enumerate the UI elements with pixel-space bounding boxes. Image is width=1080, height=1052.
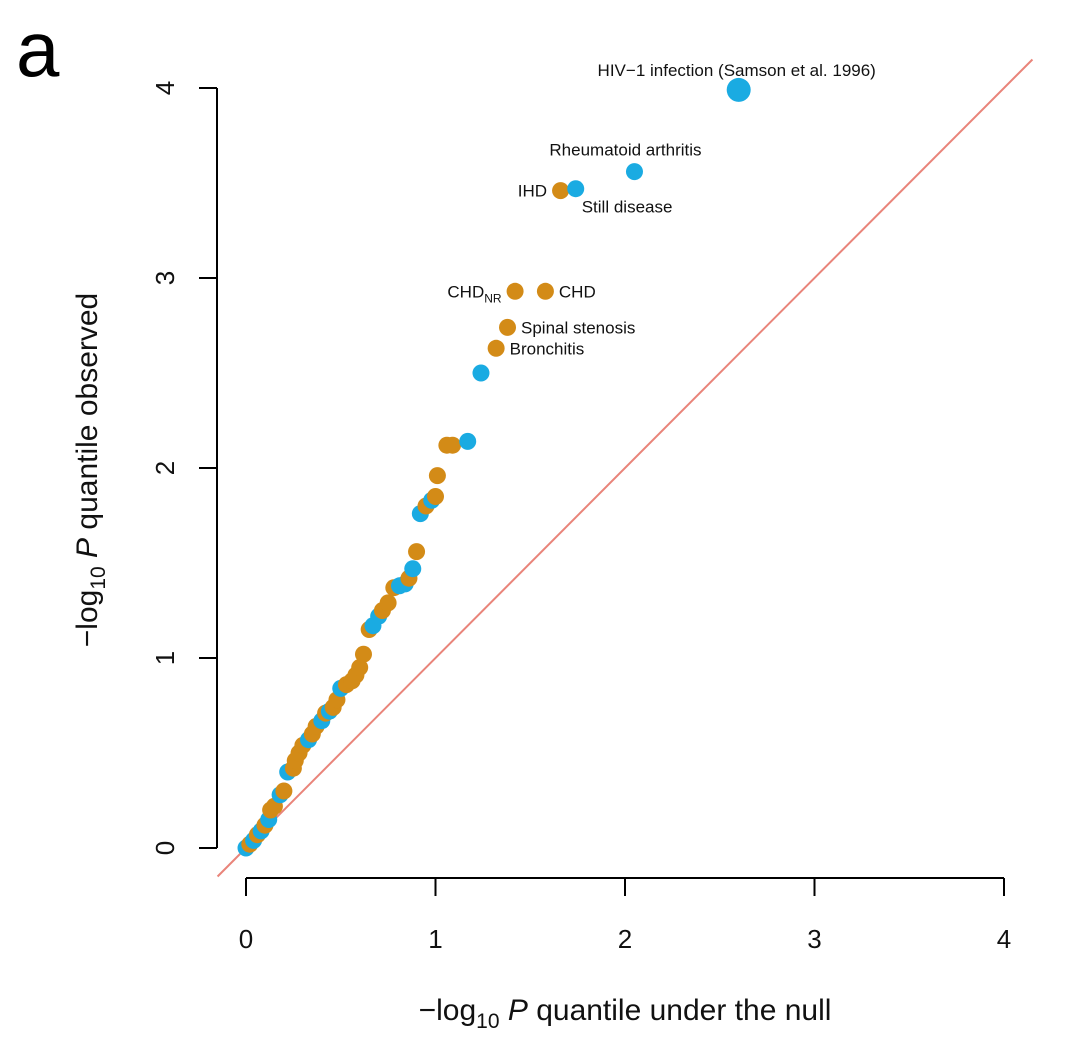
data-point	[354, 645, 372, 663]
panel-label: a	[16, 5, 60, 93]
data-point	[379, 594, 397, 612]
point-label: IHD	[518, 182, 547, 201]
x-tick-label: 0	[239, 924, 253, 954]
point-label: CHD	[559, 282, 596, 301]
reference-line	[216, 58, 1034, 878]
y-tick-label: 2	[150, 461, 180, 475]
y-tick-label: 4	[150, 81, 180, 95]
point-label: Rheumatoid arthritis	[549, 141, 701, 160]
x-tick-label: 3	[807, 924, 821, 954]
y-axis-title: −log10 P quantile observed	[71, 293, 110, 647]
x-tick-label: 1	[428, 924, 442, 954]
y-tick-label: 0	[150, 841, 180, 855]
point-label: Still disease	[582, 198, 673, 217]
labeled-point	[499, 318, 517, 336]
data-points	[237, 77, 751, 857]
y-tick-label: 3	[150, 271, 180, 285]
labeled-point	[625, 163, 643, 181]
data-point	[459, 432, 477, 450]
data-point	[428, 467, 446, 485]
data-point	[472, 364, 490, 382]
labeled-point	[487, 339, 505, 357]
y-tick-label: 1	[150, 651, 180, 665]
labeled-point	[536, 282, 554, 300]
data-point	[351, 659, 369, 676]
data-point	[275, 782, 293, 800]
data-point	[427, 488, 444, 505]
x-tick-label: 2	[618, 924, 632, 954]
labeled-point	[506, 282, 524, 300]
point-label: HIV−1 infection (Samson et al. 1996)	[598, 61, 876, 80]
point-label: Spinal stenosis	[521, 318, 635, 337]
axes: 0 1 2 3 4 0 1 2 3 4	[150, 81, 1011, 954]
point-annotations: Bronchitis Spinal stenosis CHDNR CHD IHD Stil…	[447, 61, 875, 358]
reference-line-layer	[216, 58, 1034, 878]
labeled-point	[567, 180, 585, 198]
data-point	[444, 436, 462, 454]
data-point	[408, 543, 426, 561]
data-point	[404, 560, 422, 578]
labeled-point	[552, 182, 570, 200]
labeled-point	[726, 77, 751, 102]
x-tick-label: 4	[997, 924, 1011, 954]
point-label: CHDNR	[447, 282, 502, 305]
x-axis-title: −log10 P quantile under the null	[419, 994, 832, 1033]
point-label: Bronchitis	[510, 339, 585, 358]
